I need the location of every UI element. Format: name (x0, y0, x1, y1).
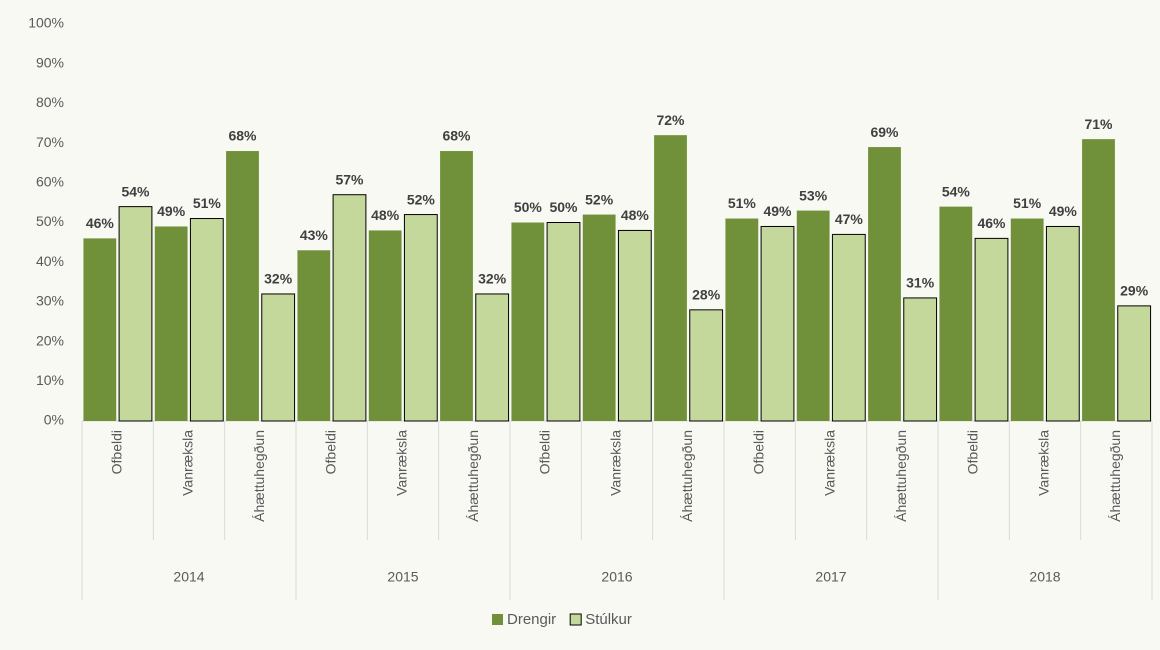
value-label: 48% (621, 207, 650, 223)
bar (974, 237, 1009, 422)
value-label: 49% (157, 203, 186, 219)
x-tick-label: Vanræksla (822, 430, 838, 496)
bar (582, 214, 616, 421)
value-label: 52% (407, 191, 436, 207)
bar (368, 230, 402, 421)
bar (297, 250, 331, 421)
bar (154, 226, 188, 421)
x-tick-label: Ofbeldi (750, 430, 766, 474)
bar (475, 293, 510, 422)
value-label: 43% (300, 227, 329, 243)
value-label: 57% (335, 171, 364, 187)
x-tick-label: Vanræksla (608, 430, 624, 496)
group-label: 2018 (1029, 569, 1060, 585)
bar (617, 229, 652, 422)
y-tick-label: 60% (36, 174, 64, 190)
group-label: 2014 (173, 569, 204, 585)
bar (760, 225, 795, 422)
x-tick-label: Áhættuhegðun (893, 430, 909, 522)
value-label: 71% (1084, 116, 1113, 132)
bar (868, 147, 901, 421)
y-tick-label: 50% (36, 213, 64, 229)
bar (546, 222, 581, 422)
bar (189, 218, 224, 422)
value-label: 50% (514, 199, 543, 215)
value-label: 52% (585, 191, 614, 207)
value-label: 32% (478, 271, 507, 287)
group-label: 2015 (387, 569, 418, 585)
y-tick-label: 70% (36, 134, 64, 150)
legend-label: Drengir (507, 611, 556, 628)
bar (796, 210, 830, 421)
value-label: 51% (193, 195, 222, 211)
value-label: 46% (977, 215, 1006, 231)
x-tick-label: Ofbeldi (964, 430, 980, 474)
value-label: 53% (799, 187, 828, 203)
group-label: 2017 (815, 569, 846, 585)
value-label: 48% (371, 207, 400, 223)
y-tick-label: 30% (36, 293, 64, 309)
value-label: 69% (870, 124, 899, 140)
value-label: 54% (942, 183, 971, 199)
y-tick-label: 90% (36, 54, 64, 70)
value-label: 49% (1049, 203, 1078, 219)
bar (118, 206, 153, 422)
bar (725, 218, 759, 421)
bar (511, 222, 545, 421)
value-label: 51% (728, 195, 757, 211)
y-tick-label: 0% (44, 412, 64, 428)
legend-swatch (492, 614, 503, 625)
value-label: 68% (228, 128, 257, 144)
x-tick-label: Áhættuhegðun (465, 430, 481, 522)
value-label: 31% (906, 275, 935, 291)
bar (1117, 305, 1152, 422)
bar (689, 309, 724, 422)
x-tick-label: Ofbeldi (108, 430, 124, 474)
y-tick-label: 100% (28, 15, 64, 31)
y-tick-label: 80% (36, 94, 64, 110)
group-label: 2016 (601, 569, 632, 585)
bar (440, 151, 473, 422)
y-tick-label: 20% (36, 332, 64, 348)
bar (83, 238, 117, 421)
value-label: 46% (86, 215, 115, 231)
value-label: 49% (763, 203, 792, 219)
value-label: 51% (1013, 195, 1042, 211)
value-label: 47% (835, 211, 864, 227)
value-label: 72% (656, 112, 685, 128)
x-tick-label: Áhættuhegðun (251, 430, 267, 522)
bar (403, 214, 438, 422)
x-tick-label: Vanræksla (1036, 430, 1052, 496)
bar (261, 293, 296, 422)
value-label: 32% (264, 271, 293, 287)
bar (1045, 225, 1080, 422)
y-tick-label: 40% (36, 253, 64, 269)
bar (332, 194, 367, 422)
bar (654, 135, 687, 421)
value-label: 28% (692, 287, 721, 303)
bar (1082, 139, 1115, 421)
x-tick-label: Áhættuhegðun (1107, 430, 1123, 522)
x-tick-label: Ofbeldi (322, 430, 338, 474)
legend-swatch (569, 613, 582, 626)
x-tick-label: Áhættuhegðun (679, 430, 695, 522)
x-tick-label: Vanræksla (180, 430, 196, 496)
value-label: 50% (549, 199, 578, 215)
bar (903, 297, 938, 422)
value-label: 54% (121, 183, 150, 199)
bar (1010, 218, 1044, 421)
bar (831, 233, 866, 422)
value-label: 29% (1120, 283, 1149, 299)
bar (939, 206, 973, 421)
x-tick-label: Vanræksla (394, 430, 410, 496)
x-tick-label: Ofbeldi (536, 430, 552, 474)
value-label: 68% (442, 128, 471, 144)
legend-label: Stúlkur (585, 611, 632, 628)
y-tick-label: 10% (36, 372, 64, 388)
bar (226, 151, 259, 422)
